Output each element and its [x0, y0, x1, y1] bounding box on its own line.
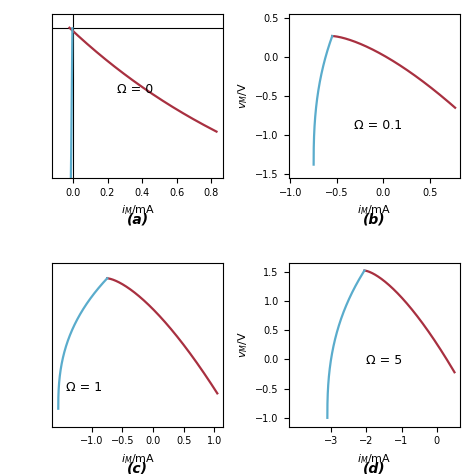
Text: (a): (a): [127, 213, 149, 227]
Y-axis label: $v_M$/V: $v_M$/V: [236, 331, 250, 358]
Text: Ω = 0.1: Ω = 0.1: [354, 119, 401, 132]
Text: (c): (c): [128, 461, 148, 474]
Text: (d): (d): [363, 461, 385, 474]
X-axis label: $i_M$/mA: $i_M$/mA: [121, 203, 155, 217]
Text: Ω = 5: Ω = 5: [365, 355, 402, 367]
Text: (b): (b): [363, 213, 385, 227]
X-axis label: $i_M$/mA: $i_M$/mA: [357, 452, 391, 465]
Text: Ω = 1: Ω = 1: [66, 381, 102, 393]
Y-axis label: $v_M$/V: $v_M$/V: [236, 82, 250, 109]
X-axis label: $i_M$/mA: $i_M$/mA: [357, 203, 391, 217]
Text: Ω = 0: Ω = 0: [117, 83, 154, 96]
X-axis label: $i_M$/mA: $i_M$/mA: [121, 452, 155, 465]
